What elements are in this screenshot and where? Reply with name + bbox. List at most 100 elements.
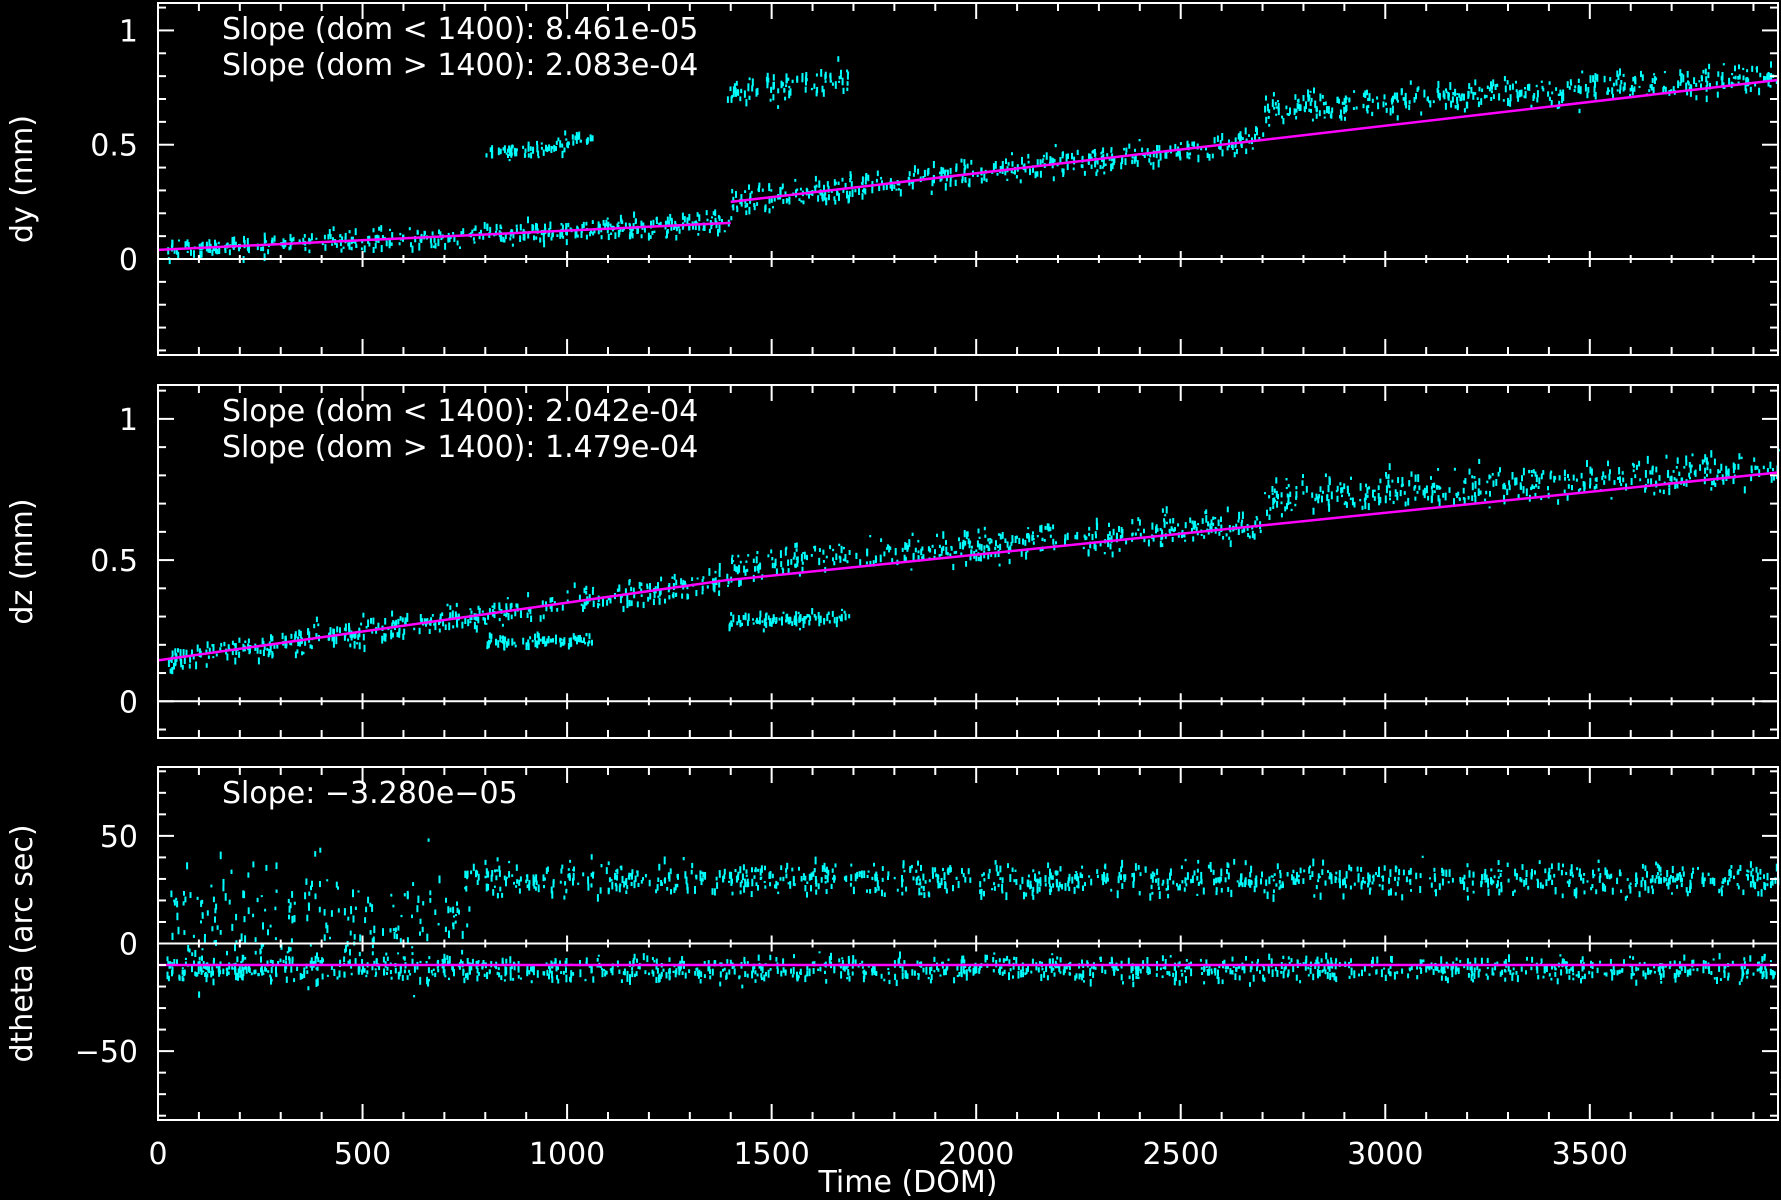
data-point bbox=[1687, 80, 1689, 84]
data-point bbox=[343, 633, 346, 641]
data-point bbox=[442, 961, 445, 966]
data-point bbox=[579, 960, 581, 967]
data-point bbox=[1727, 880, 1729, 886]
data-point bbox=[1089, 968, 1092, 976]
data-point bbox=[226, 967, 229, 973]
data-point bbox=[1722, 63, 1725, 66]
data-point bbox=[828, 956, 831, 964]
data-point bbox=[1210, 968, 1213, 972]
data-point bbox=[750, 190, 753, 194]
data-point bbox=[488, 608, 491, 613]
data-point bbox=[761, 620, 764, 623]
data-point bbox=[1447, 91, 1450, 98]
data-point bbox=[996, 545, 999, 549]
data-point bbox=[177, 648, 179, 653]
data-point bbox=[529, 146, 532, 151]
data-point bbox=[1284, 506, 1287, 512]
data-point bbox=[1631, 971, 1634, 976]
data-point bbox=[1720, 889, 1723, 897]
data-point bbox=[1312, 858, 1315, 867]
data-point bbox=[1355, 106, 1358, 110]
data-point bbox=[789, 881, 792, 889]
data-point bbox=[588, 594, 591, 602]
data-point bbox=[1382, 875, 1385, 882]
data-point bbox=[669, 213, 672, 221]
data-point bbox=[573, 582, 576, 589]
data-point bbox=[1629, 87, 1632, 92]
data-point bbox=[1277, 107, 1280, 116]
data-point bbox=[1496, 880, 1499, 887]
data-point bbox=[1471, 880, 1474, 886]
data-point bbox=[1478, 968, 1481, 972]
data-point bbox=[1658, 967, 1661, 976]
data-point bbox=[1069, 961, 1072, 964]
data-point bbox=[1408, 100, 1411, 105]
data-point bbox=[1252, 974, 1255, 982]
data-point bbox=[691, 577, 694, 581]
data-point bbox=[204, 972, 207, 977]
data-point bbox=[1233, 151, 1236, 158]
data-point bbox=[1579, 89, 1582, 92]
data-point bbox=[713, 888, 716, 896]
data-point bbox=[999, 166, 1002, 170]
data-point bbox=[1737, 81, 1740, 85]
data-point bbox=[502, 147, 505, 151]
data-point bbox=[599, 887, 602, 894]
data-point bbox=[1120, 866, 1123, 873]
data-point bbox=[217, 241, 220, 245]
data-point bbox=[1655, 875, 1658, 879]
data-point bbox=[636, 601, 639, 608]
data-point bbox=[1201, 518, 1204, 524]
data-point bbox=[817, 883, 820, 890]
data-point bbox=[1007, 863, 1009, 868]
data-point bbox=[629, 231, 632, 240]
data-point bbox=[380, 245, 383, 253]
data-point bbox=[1067, 153, 1069, 159]
data-point bbox=[631, 227, 634, 232]
data-point bbox=[927, 977, 930, 980]
data-point bbox=[1366, 89, 1368, 96]
data-point bbox=[903, 869, 906, 873]
data-point bbox=[817, 195, 820, 202]
data-point bbox=[1174, 527, 1176, 532]
data-point bbox=[682, 857, 685, 861]
data-point bbox=[830, 190, 833, 193]
data-point bbox=[737, 554, 740, 558]
data-point bbox=[1295, 974, 1298, 981]
data-point bbox=[509, 966, 512, 974]
data-point bbox=[707, 966, 710, 972]
data-point bbox=[861, 176, 864, 183]
data-point bbox=[1718, 965, 1721, 972]
data-point bbox=[1439, 487, 1442, 490]
data-point bbox=[833, 874, 836, 883]
data-point bbox=[550, 638, 552, 643]
data-point bbox=[1563, 469, 1566, 477]
data-point bbox=[967, 538, 970, 544]
data-point bbox=[436, 966, 439, 969]
data-point bbox=[1568, 86, 1571, 90]
data-point bbox=[1277, 103, 1280, 106]
data-point bbox=[1750, 465, 1753, 472]
slope-annotation: Slope (dom < 1400): 8.461e-05 bbox=[222, 12, 698, 47]
data-point bbox=[1613, 971, 1616, 976]
data-point bbox=[1644, 883, 1647, 891]
data-point bbox=[1580, 874, 1582, 880]
data-point bbox=[795, 611, 798, 619]
data-point bbox=[1653, 971, 1656, 974]
data-point bbox=[1275, 106, 1278, 109]
data-point bbox=[1547, 486, 1549, 491]
data-point bbox=[1766, 73, 1769, 80]
data-point bbox=[545, 144, 547, 152]
data-point bbox=[383, 633, 386, 641]
data-point bbox=[1674, 976, 1677, 983]
data-point bbox=[843, 965, 846, 972]
data-point bbox=[448, 236, 451, 243]
data-point bbox=[1632, 463, 1635, 468]
data-point bbox=[301, 651, 304, 656]
data-point bbox=[1440, 956, 1443, 964]
data-point bbox=[1044, 525, 1047, 530]
data-point bbox=[1087, 549, 1090, 557]
data-point bbox=[366, 970, 369, 975]
data-point bbox=[1353, 501, 1356, 508]
data-point bbox=[838, 80, 841, 83]
